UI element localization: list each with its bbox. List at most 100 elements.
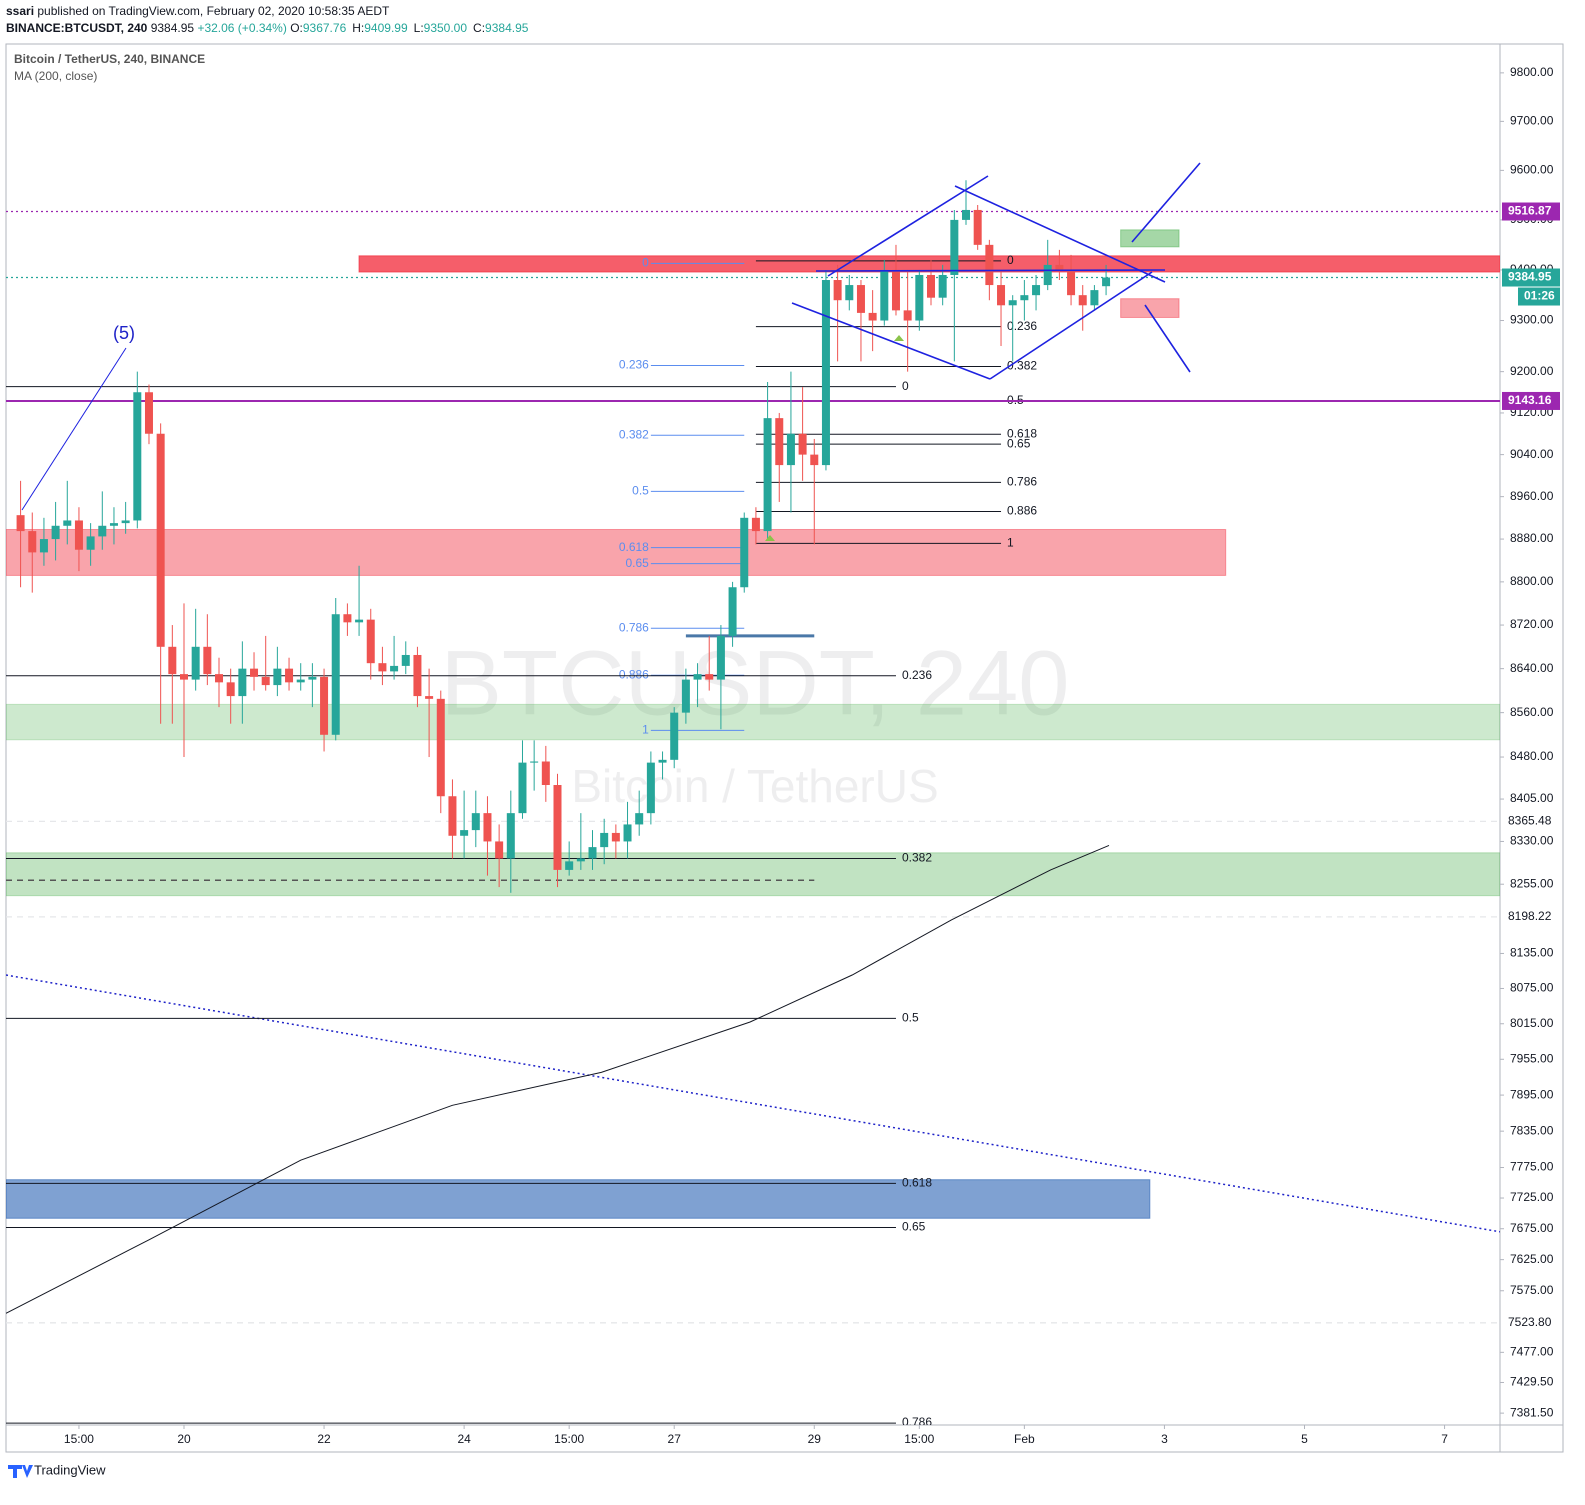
candle-body	[810, 454, 819, 466]
candle-body	[786, 433, 795, 466]
fib-label: 0.886	[619, 667, 649, 681]
fib-label: 0.382	[619, 427, 649, 441]
candle-body	[728, 587, 737, 636]
ohlc-value: 9409.99	[364, 21, 408, 35]
candle-body	[285, 668, 294, 683]
candle-body	[821, 280, 830, 466]
candle-body	[681, 679, 690, 713]
ohlc-key: O:	[290, 21, 303, 35]
zone	[1120, 229, 1180, 248]
candle-body	[985, 244, 994, 286]
candle-body	[191, 646, 200, 680]
countdown: 01:26	[1524, 289, 1555, 303]
price-marker-label: 9384.95	[1508, 270, 1552, 284]
candle-body	[226, 682, 235, 697]
x-tick-label: 15:00	[554, 1432, 584, 1446]
last: 9384.95	[151, 21, 195, 35]
candle-body	[623, 824, 632, 842]
x-tick-label: 20	[177, 1432, 191, 1446]
candle-body	[436, 698, 445, 797]
candle-body	[950, 219, 959, 275]
marker	[894, 335, 904, 341]
y-tick-label: 8560.00	[1510, 705, 1554, 719]
x-tick-label: 5	[1301, 1432, 1308, 1446]
ohlc-value: 9384.95	[485, 21, 529, 35]
x-tick-label: 7	[1441, 1432, 1448, 1446]
y-tick-label: 9700.00	[1510, 114, 1554, 128]
y-tick-label: 7775.00	[1510, 1160, 1554, 1174]
y-tick-label: 9600.00	[1510, 163, 1554, 177]
y-tick-label: 8075.00	[1510, 981, 1554, 995]
candle-body	[320, 676, 329, 735]
y-tick-label: 8015.00	[1510, 1016, 1554, 1030]
candle-body	[109, 523, 118, 526]
candle-body	[39, 539, 48, 553]
candle-body	[845, 285, 854, 301]
legend-ma: MA (200, close)	[14, 69, 97, 83]
candle-body	[611, 832, 620, 842]
fib-label: 0.65	[1007, 436, 1031, 450]
pattern-line	[954, 185, 1166, 283]
price-marker-label: 8365.48	[1508, 814, 1552, 828]
candle-body	[751, 517, 760, 532]
y-tick-label: 7575.00	[1510, 1283, 1554, 1297]
candle-body	[366, 619, 375, 664]
y-tick-label: 8330.00	[1510, 834, 1554, 848]
candle-body	[1078, 295, 1087, 306]
header-quote: BINANCE:BTCUSDT, 240 9384.95 +32.06 (+0.…	[6, 21, 529, 35]
y-tick-label: 8405.00	[1510, 791, 1554, 805]
y-tick-label: 9200.00	[1510, 364, 1554, 378]
frame	[5, 43, 1564, 1453]
candle-body	[308, 676, 317, 680]
y-tick-label: 7381.50	[1510, 1405, 1554, 1419]
change: +32.06 (+0.34%)	[197, 21, 286, 35]
y-tick-label: 7835.00	[1510, 1123, 1554, 1137]
candle-body	[156, 433, 165, 647]
candle-body	[530, 761, 539, 763]
candle-body	[168, 646, 177, 675]
y-tick-label: 7625.00	[1510, 1252, 1554, 1266]
candle-body	[51, 525, 60, 540]
candle-body	[133, 392, 142, 521]
y-tick-label: 7725.00	[1510, 1190, 1554, 1204]
candle-body	[261, 676, 270, 686]
ohlc-value: 9350.00	[424, 21, 468, 35]
x-tick-label: 15:00	[64, 1432, 94, 1446]
candle-body	[716, 635, 725, 680]
fib-label: 0.786	[902, 1415, 932, 1429]
legend-symbol: Bitcoin / TetherUS, 240, BINANCE	[14, 52, 205, 66]
candle-body	[635, 813, 644, 825]
x-tick-label: 24	[457, 1432, 471, 1446]
candle-body	[28, 531, 37, 553]
candle-body	[518, 762, 527, 814]
candle-body	[1020, 295, 1029, 301]
y-tick-label: 9300.00	[1510, 313, 1554, 327]
zone	[358, 255, 1500, 273]
fib-label: 1	[1007, 536, 1014, 550]
candle-body	[541, 761, 550, 786]
axes: 9800.009700.009600.009500.009400.009300.…	[64, 65, 1560, 1446]
candle-body	[1102, 277, 1111, 287]
candle-body	[331, 614, 340, 735]
price-marker-label: 8198.22	[1508, 909, 1552, 923]
x-tick-label: 27	[668, 1432, 682, 1446]
symbol: BINANCE:BTCUSDT, 240	[6, 21, 148, 35]
ohlc-key: C:	[473, 21, 485, 35]
fib-label: 0.5	[902, 1011, 919, 1025]
x-tick-label: 3	[1161, 1432, 1168, 1446]
candle-body	[343, 614, 352, 623]
wave-label: (5)	[113, 323, 135, 343]
logo	[8, 1465, 33, 1478]
candle-body	[413, 654, 422, 697]
arrow-up	[1131, 162, 1201, 243]
fib-label: 0.65	[626, 556, 650, 570]
candle-body	[997, 285, 1006, 306]
candle-body	[16, 515, 25, 532]
candle-body	[600, 832, 609, 848]
watermark-sub: Bitcoin / TetherUS	[571, 760, 938, 812]
candle-body	[576, 858, 585, 862]
candle-body	[588, 847, 597, 859]
candle-body	[1032, 285, 1041, 296]
fib-label: 0.618	[1007, 426, 1037, 440]
